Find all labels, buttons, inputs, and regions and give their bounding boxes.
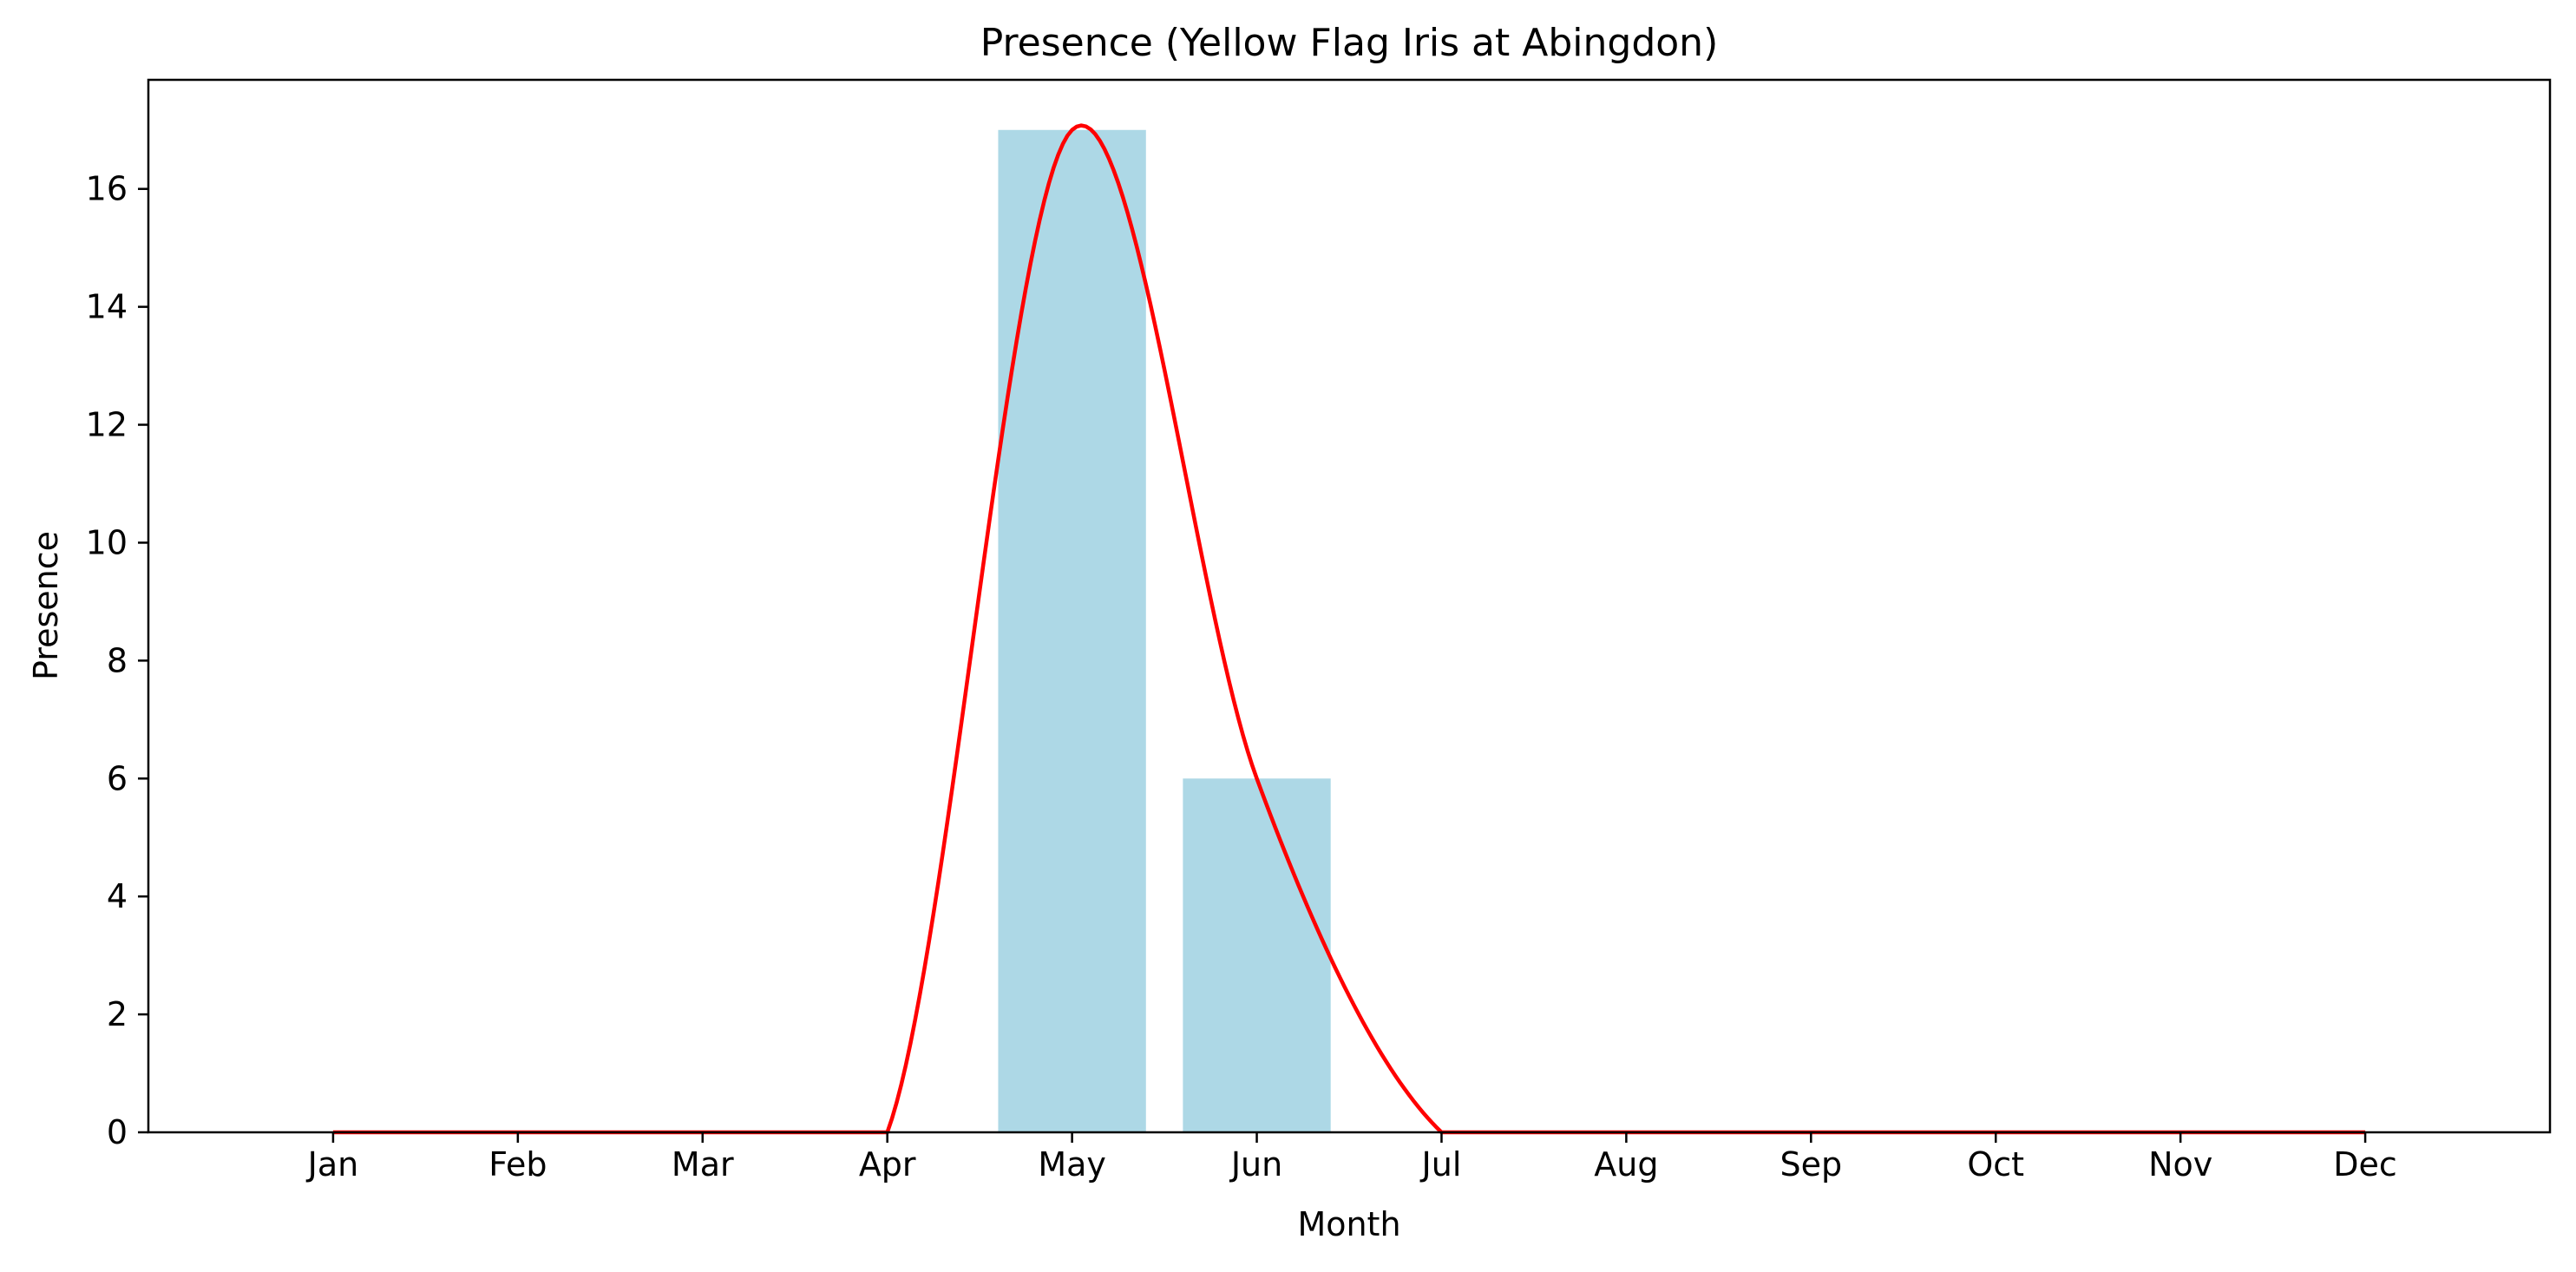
x-tick-label-aug: Aug xyxy=(1594,1145,1658,1183)
x-tick-label-dec: Dec xyxy=(2333,1145,2397,1183)
bar-jun xyxy=(1183,778,1331,1132)
y-tick-label-4: 4 xyxy=(107,877,128,915)
x-tick-label-sep: Sep xyxy=(1780,1145,1842,1183)
y-tick-label-6: 6 xyxy=(107,759,128,797)
y-tick-label-16: 16 xyxy=(86,170,128,208)
x-tick-label-jan: Jan xyxy=(306,1145,359,1183)
x-axis-label: Month xyxy=(1297,1205,1400,1243)
x-tick-label-jul: Jul xyxy=(1420,1145,1462,1183)
y-axis-label: Presence xyxy=(27,531,65,680)
y-tick-label-14: 14 xyxy=(86,288,128,326)
x-tick-label-mar: Mar xyxy=(672,1145,734,1183)
y-tick-label-10: 10 xyxy=(86,523,128,561)
x-tick-label-nov: Nov xyxy=(2148,1145,2212,1183)
plot-frame xyxy=(147,78,2552,1134)
x-tick-label-apr: Apr xyxy=(859,1145,916,1183)
x-tick-label-oct: Oct xyxy=(1967,1145,2024,1183)
y-tick-label-12: 12 xyxy=(86,406,128,444)
x-tick-label-jun: Jun xyxy=(1229,1145,1282,1183)
chart-title: Presence (Yellow Flag Iris at Abingdon) xyxy=(980,21,1718,65)
x-tick-label-may: May xyxy=(1038,1145,1106,1183)
y-tick-label-0: 0 xyxy=(107,1113,128,1151)
bar-may xyxy=(998,129,1146,1132)
y-tick-label-8: 8 xyxy=(107,641,128,679)
x-tick-label-feb: Feb xyxy=(488,1145,547,1183)
y-tick-label-2: 2 xyxy=(107,995,128,1033)
ticks-layer: Jan Feb Mar Apr May Jun Jul Aug Sep Oct Nov Dec 0 2 4 6… xyxy=(86,170,2397,1183)
